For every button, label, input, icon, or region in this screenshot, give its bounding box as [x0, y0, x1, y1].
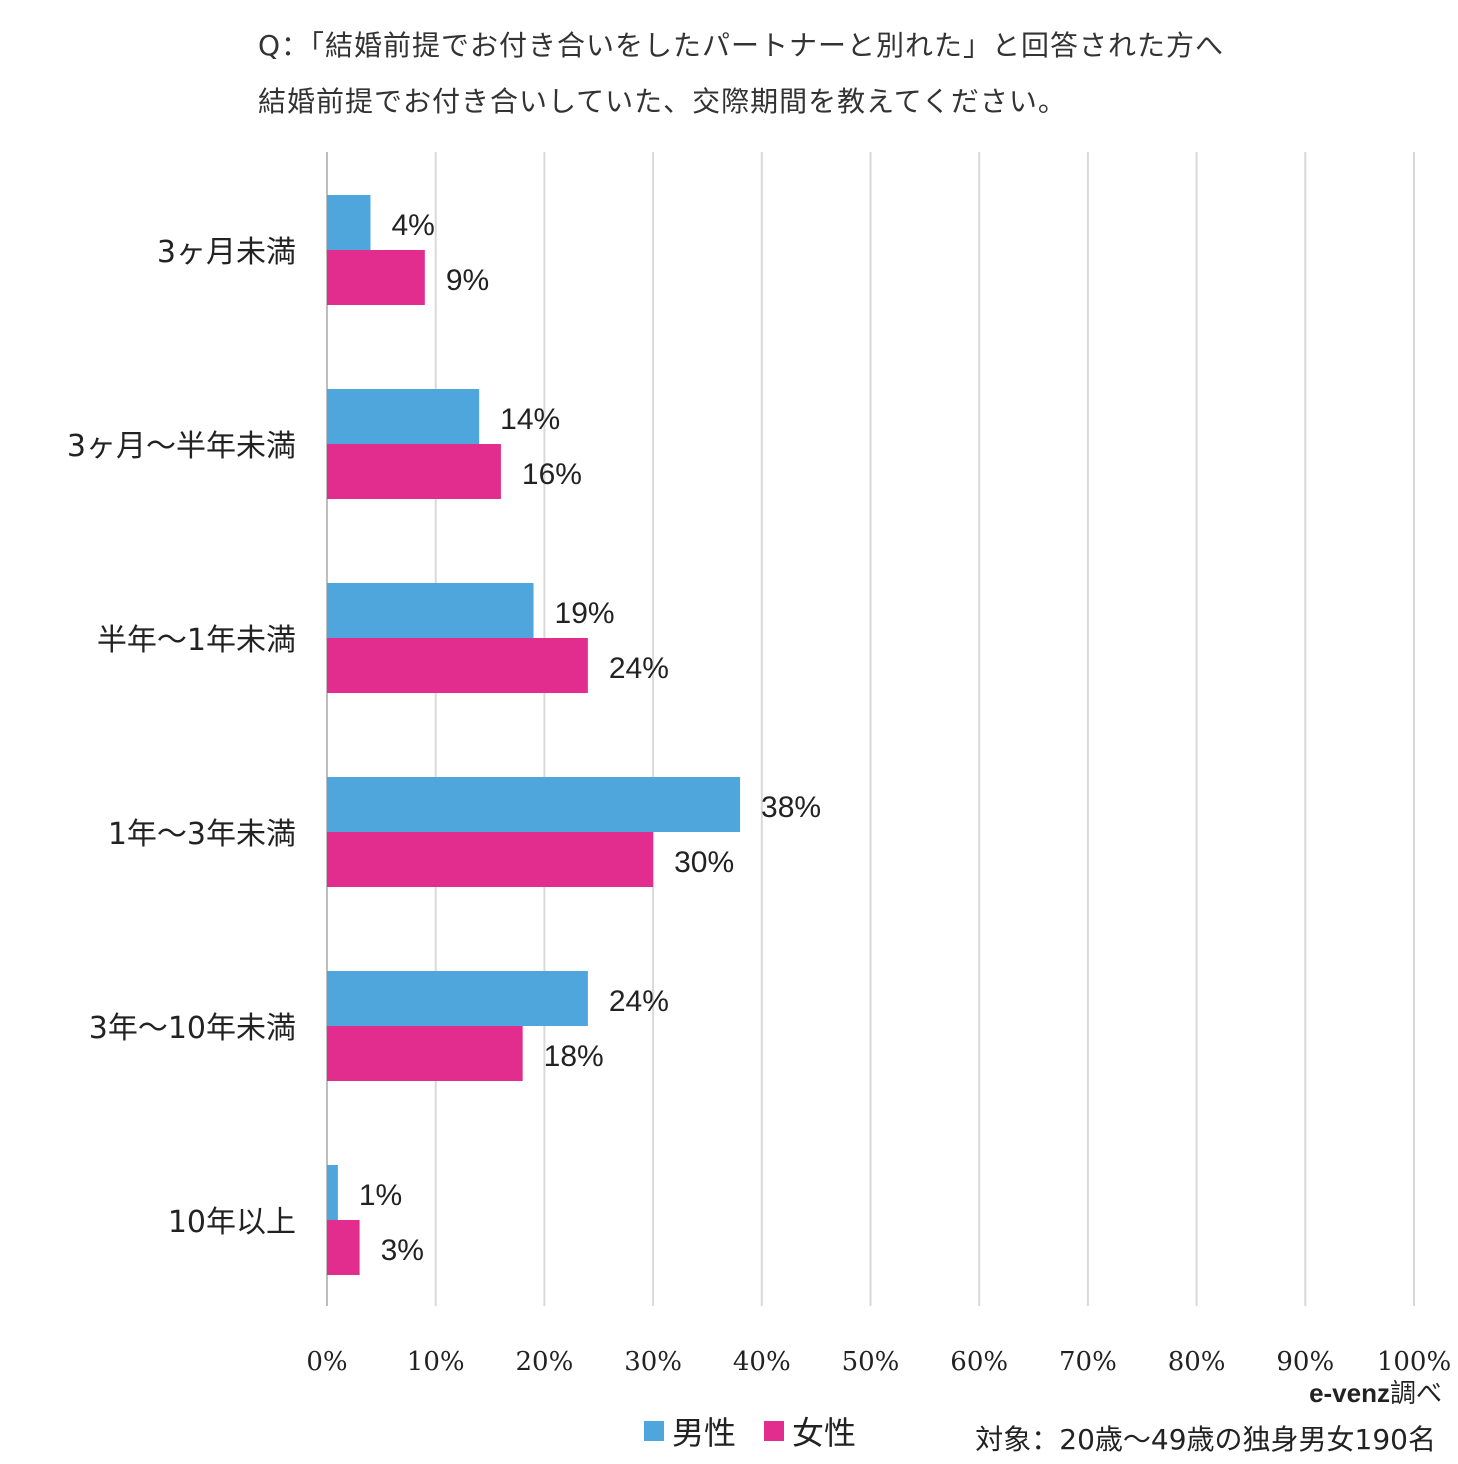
category-label: 3ヶ月未満 [157, 235, 296, 270]
bar-male [327, 777, 741, 832]
category-label: 1年〜3年未満 [108, 817, 296, 852]
chart-title-line-2: 結婚前提でお付き合いしていた、交際期間を教えてください。 [258, 85, 1067, 118]
x-tick-label: 30% [624, 1347, 682, 1377]
chart-title-line-1: Q：「結婚前提でお付き合いをしたパートナーと別れた」と回答された方へ [258, 29, 1225, 62]
category-label: 10年以上 [168, 1205, 296, 1240]
data-label: 38% [761, 791, 821, 824]
data-label: 4% [391, 209, 434, 242]
category-label: 3年〜10年未満 [89, 1011, 296, 1046]
x-tick-label: 20% [516, 1347, 574, 1377]
data-label: 24% [609, 985, 669, 1018]
bar-male [327, 1165, 338, 1220]
source-suffix: 調べ [1389, 1379, 1442, 1409]
category-label: 半年〜1年未満 [97, 623, 296, 658]
category-label: 3ヶ月〜半年未満 [67, 429, 296, 464]
x-tick-label: 100% [1377, 1347, 1451, 1377]
data-label: 30% [674, 846, 734, 879]
x-tick-label: 10% [407, 1347, 465, 1377]
data-label: 9% [446, 264, 489, 297]
legend-swatch-female [764, 1421, 785, 1441]
data-label: 24% [609, 652, 669, 685]
x-tick-label: 40% [733, 1347, 791, 1377]
bar-female [327, 832, 654, 887]
bar-female [327, 1026, 523, 1081]
bar-female [327, 250, 425, 305]
x-tick-label: 90% [1276, 1347, 1334, 1377]
bar-female [327, 444, 501, 499]
legend-item-female: 女性 [764, 1408, 856, 1454]
bar-male [327, 195, 371, 250]
bar-male [327, 583, 534, 638]
source-brand: e-venz [1309, 1378, 1390, 1408]
bar-female [327, 1220, 360, 1275]
source-credit: e-venz調べ [1309, 1373, 1442, 1410]
data-label: 19% [555, 597, 615, 630]
x-tick-label: 70% [1059, 1347, 1117, 1377]
bar-female [327, 638, 588, 693]
legend-swatch-male [644, 1421, 664, 1441]
x-tick-label: 0% [306, 1347, 347, 1377]
bar-male [327, 389, 480, 444]
data-label: 18% [544, 1040, 604, 1073]
x-tick-label: 50% [842, 1347, 900, 1377]
legend-label-female: 女性 [792, 1414, 857, 1452]
x-tick-label: 60% [950, 1347, 1008, 1377]
x-tick-label: 80% [1168, 1347, 1226, 1377]
data-label: 1% [359, 1179, 402, 1212]
legend-item-male: 男性 [644, 1408, 736, 1454]
legend: 男性 女性 [644, 1408, 856, 1454]
data-label: 14% [500, 403, 560, 436]
survey-note: 対象：20歳〜49歳の独身男女190名 [975, 1423, 1436, 1456]
bar-male [327, 971, 588, 1026]
legend-label-male: 男性 [672, 1414, 737, 1452]
data-label: 16% [522, 458, 582, 491]
bar-chart: 0% 10% 20% 30% 40% 50% 60% 70% 80% 90% 100% 3ヶ月未満 4%… [67, 152, 1451, 1377]
data-label: 3% [381, 1234, 424, 1267]
